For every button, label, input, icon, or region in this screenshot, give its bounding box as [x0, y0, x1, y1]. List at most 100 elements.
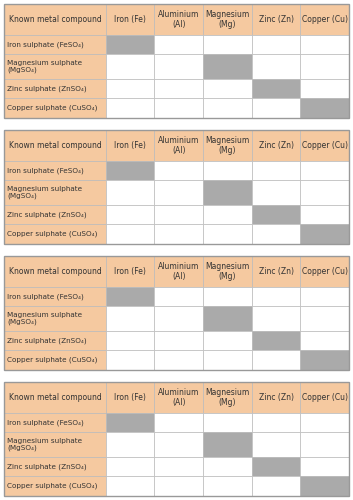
- Bar: [300, 54, 349, 78]
- Bar: [154, 476, 203, 496]
- Bar: [203, 78, 252, 98]
- Bar: [154, 456, 203, 476]
- Bar: [154, 204, 203, 225]
- Text: Aluminium
(Al): Aluminium (Al): [158, 388, 199, 407]
- Bar: [106, 412, 154, 432]
- Bar: [300, 98, 349, 118]
- Bar: [4, 350, 106, 370]
- Bar: [106, 306, 154, 330]
- Bar: [203, 130, 252, 160]
- Bar: [106, 456, 154, 476]
- Bar: [154, 306, 203, 330]
- Bar: [106, 98, 154, 118]
- Bar: [252, 350, 300, 370]
- Bar: [106, 180, 154, 204]
- Bar: [4, 256, 349, 370]
- Bar: [4, 306, 106, 330]
- Bar: [203, 224, 252, 244]
- Bar: [203, 456, 252, 476]
- Text: Iron (Fe): Iron (Fe): [114, 393, 146, 402]
- Bar: [252, 160, 300, 180]
- Text: Iron (Fe): Iron (Fe): [114, 267, 146, 276]
- Bar: [252, 306, 300, 330]
- Bar: [154, 98, 203, 118]
- Text: Known metal compound: Known metal compound: [8, 141, 101, 150]
- Bar: [300, 330, 349, 350]
- Bar: [154, 330, 203, 350]
- Bar: [300, 306, 349, 330]
- Text: Copper (Cu): Copper (Cu): [302, 267, 348, 276]
- Bar: [106, 4, 154, 34]
- Bar: [106, 204, 154, 225]
- Text: Zinc sulphate (ZnSO₄): Zinc sulphate (ZnSO₄): [7, 463, 86, 469]
- Text: Zinc (Zn): Zinc (Zn): [258, 267, 294, 276]
- Bar: [106, 78, 154, 98]
- Bar: [252, 412, 300, 432]
- Bar: [4, 476, 106, 496]
- Bar: [4, 54, 106, 78]
- Text: Iron sulphate (FeSO₄): Iron sulphate (FeSO₄): [7, 168, 84, 174]
- Text: Known metal compound: Known metal compound: [8, 267, 101, 276]
- Text: Magnesium
(Mg): Magnesium (Mg): [205, 388, 250, 407]
- Bar: [203, 476, 252, 496]
- Bar: [300, 456, 349, 476]
- Bar: [252, 34, 300, 54]
- Bar: [4, 98, 106, 118]
- Text: Copper sulphate (CuSO₄): Copper sulphate (CuSO₄): [7, 357, 97, 364]
- Bar: [4, 456, 106, 476]
- Bar: [4, 224, 106, 244]
- Bar: [4, 256, 106, 286]
- Bar: [4, 180, 106, 204]
- Bar: [300, 224, 349, 244]
- Bar: [154, 286, 203, 306]
- Bar: [4, 382, 349, 496]
- Text: Known metal compound: Known metal compound: [8, 393, 101, 402]
- Bar: [300, 432, 349, 456]
- Text: Iron (Fe): Iron (Fe): [114, 15, 146, 24]
- Bar: [300, 204, 349, 225]
- Bar: [203, 330, 252, 350]
- Bar: [106, 160, 154, 180]
- Text: Iron sulphate (FeSO₄): Iron sulphate (FeSO₄): [7, 294, 84, 300]
- Text: Copper (Cu): Copper (Cu): [302, 141, 348, 150]
- Bar: [252, 130, 300, 160]
- Text: Copper (Cu): Copper (Cu): [302, 393, 348, 402]
- Bar: [203, 432, 252, 456]
- Bar: [252, 330, 300, 350]
- Bar: [106, 34, 154, 54]
- Text: Known metal compound: Known metal compound: [8, 15, 101, 24]
- Text: Zinc sulphate (ZnSO₄): Zinc sulphate (ZnSO₄): [7, 211, 86, 218]
- Bar: [4, 382, 106, 412]
- Bar: [203, 306, 252, 330]
- Text: Magnesium sulphate
(MgSO₄): Magnesium sulphate (MgSO₄): [7, 312, 82, 325]
- Text: Iron (Fe): Iron (Fe): [114, 141, 146, 150]
- Bar: [4, 286, 106, 306]
- Bar: [203, 160, 252, 180]
- Bar: [154, 350, 203, 370]
- Bar: [203, 4, 252, 34]
- Bar: [154, 54, 203, 78]
- Bar: [4, 330, 106, 350]
- Text: Magnesium
(Mg): Magnesium (Mg): [205, 262, 250, 281]
- Bar: [106, 54, 154, 78]
- Bar: [300, 130, 349, 160]
- Text: Zinc sulphate (ZnSO₄): Zinc sulphate (ZnSO₄): [7, 337, 86, 344]
- Bar: [106, 130, 154, 160]
- Bar: [106, 224, 154, 244]
- Bar: [106, 382, 154, 412]
- Bar: [300, 350, 349, 370]
- Bar: [252, 54, 300, 78]
- Bar: [106, 476, 154, 496]
- Bar: [203, 382, 252, 412]
- Bar: [203, 256, 252, 286]
- Bar: [203, 412, 252, 432]
- Text: Copper sulphate (CuSO₄): Copper sulphate (CuSO₄): [7, 483, 97, 490]
- Bar: [203, 54, 252, 78]
- Bar: [203, 286, 252, 306]
- Bar: [4, 204, 106, 225]
- Bar: [154, 256, 203, 286]
- Bar: [203, 204, 252, 225]
- Bar: [4, 78, 106, 98]
- Bar: [4, 130, 106, 160]
- Text: Iron sulphate (FeSO₄): Iron sulphate (FeSO₄): [7, 42, 84, 48]
